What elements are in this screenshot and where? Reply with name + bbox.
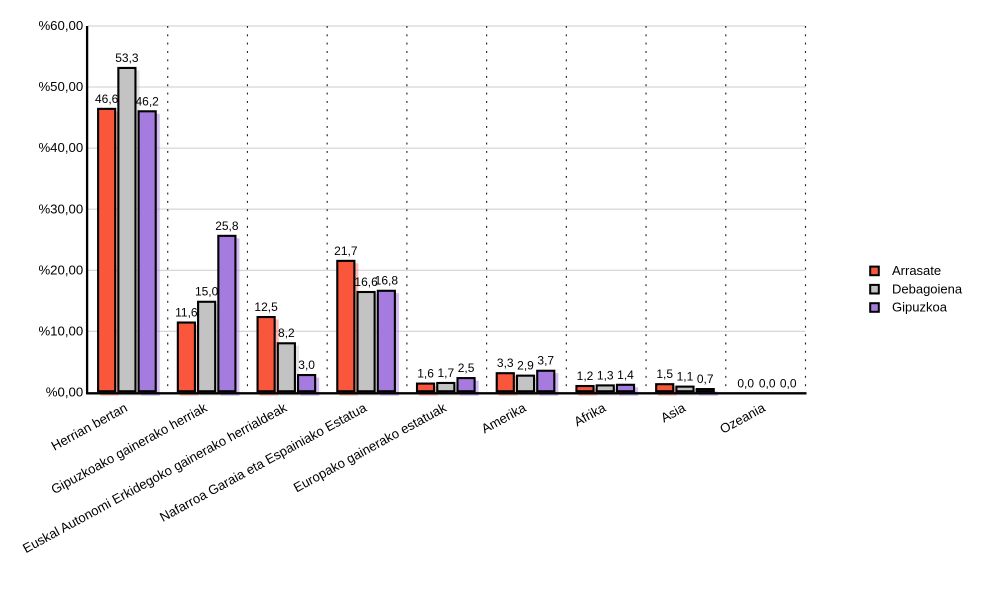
svg-text:0,0: 0,0 xyxy=(737,376,754,390)
svg-text:%50,00: %50,00 xyxy=(38,79,83,94)
svg-text:12,5: 12,5 xyxy=(254,300,278,314)
svg-text:%0,00: %0,00 xyxy=(46,384,83,399)
svg-text:1,4: 1,4 xyxy=(617,368,634,382)
svg-text:3,0: 3,0 xyxy=(298,358,315,372)
svg-text:16,6: 16,6 xyxy=(354,275,378,289)
svg-text:1,7: 1,7 xyxy=(437,366,454,380)
svg-text:15,0: 15,0 xyxy=(195,285,219,299)
svg-text:2,9: 2,9 xyxy=(517,359,534,373)
svg-text:46,6: 46,6 xyxy=(95,92,119,106)
svg-text:1,6: 1,6 xyxy=(417,367,434,381)
svg-text:%20,00: %20,00 xyxy=(38,262,83,277)
svg-text:1,5: 1,5 xyxy=(656,367,673,381)
svg-text:1,3: 1,3 xyxy=(597,368,614,382)
svg-text:%60,00: %60,00 xyxy=(38,18,83,33)
svg-text:Debagoiena: Debagoiena xyxy=(892,281,963,296)
svg-text:Arrasate: Arrasate xyxy=(892,263,941,278)
svg-text:16,8: 16,8 xyxy=(375,274,399,288)
svg-text:%30,00: %30,00 xyxy=(38,201,83,216)
svg-text:1,1: 1,1 xyxy=(677,370,694,384)
svg-text:3,3: 3,3 xyxy=(497,356,514,370)
svg-text:Gipuzkoa: Gipuzkoa xyxy=(892,300,948,315)
svg-text:2,5: 2,5 xyxy=(458,361,475,375)
svg-text:0,0: 0,0 xyxy=(780,376,797,390)
svg-text:21,7: 21,7 xyxy=(334,244,358,258)
svg-text:11,6: 11,6 xyxy=(175,305,198,319)
svg-text:3,7: 3,7 xyxy=(537,354,554,368)
svg-text:%10,00: %10,00 xyxy=(38,323,83,338)
svg-text:8,2: 8,2 xyxy=(278,326,295,340)
svg-text:%40,00: %40,00 xyxy=(38,140,83,155)
svg-text:25,8: 25,8 xyxy=(215,219,239,233)
svg-text:1,2: 1,2 xyxy=(577,369,594,383)
svg-text:0,7: 0,7 xyxy=(697,372,714,386)
svg-text:46,2: 46,2 xyxy=(135,94,159,108)
svg-text:0,0: 0,0 xyxy=(759,376,776,390)
svg-text:53,3: 53,3 xyxy=(115,51,139,65)
